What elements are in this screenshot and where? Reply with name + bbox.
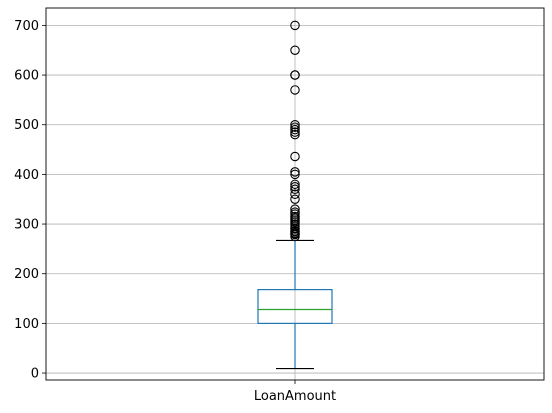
outlier-point-26 xyxy=(290,127,300,137)
outlier-point-15 xyxy=(290,207,300,217)
axes-frame xyxy=(45,7,545,381)
y-tick-label-500: 500 xyxy=(14,118,39,133)
y-tick-label-100: 100 xyxy=(14,317,39,332)
outlier-point-22 xyxy=(290,169,300,180)
outlier-point-20 xyxy=(290,182,300,192)
outlier-point-30 xyxy=(290,85,300,95)
outlier-point-17 xyxy=(290,194,300,204)
outlier-point-23 xyxy=(290,167,300,177)
box-iqr xyxy=(257,289,333,324)
outlier-point-16 xyxy=(290,204,300,214)
outlier-point-32 xyxy=(290,70,300,80)
y-tick-label-700: 700 xyxy=(14,19,39,34)
outlier-point-28 xyxy=(290,122,300,132)
outlier-point-27 xyxy=(290,124,300,135)
outlier-point-18 xyxy=(290,189,300,199)
x-tick-label: LoanAmount xyxy=(254,389,336,404)
y-tick-label-0: 0 xyxy=(31,367,39,382)
outlier-point-34 xyxy=(290,20,300,31)
outlier-point-21 xyxy=(290,179,300,190)
outlier-point-29 xyxy=(290,119,300,130)
outlier-point-24 xyxy=(290,151,300,162)
outlier-point-19 xyxy=(290,184,300,195)
y-tick-label-300: 300 xyxy=(14,218,39,233)
y-tick-label-600: 600 xyxy=(14,69,39,84)
outlier-point-33 xyxy=(290,45,300,55)
y-tick-label-200: 200 xyxy=(14,267,39,282)
outlier-point-13 xyxy=(290,211,300,222)
outlier-point-25 xyxy=(290,129,300,140)
y-tick-label-400: 400 xyxy=(14,168,39,183)
